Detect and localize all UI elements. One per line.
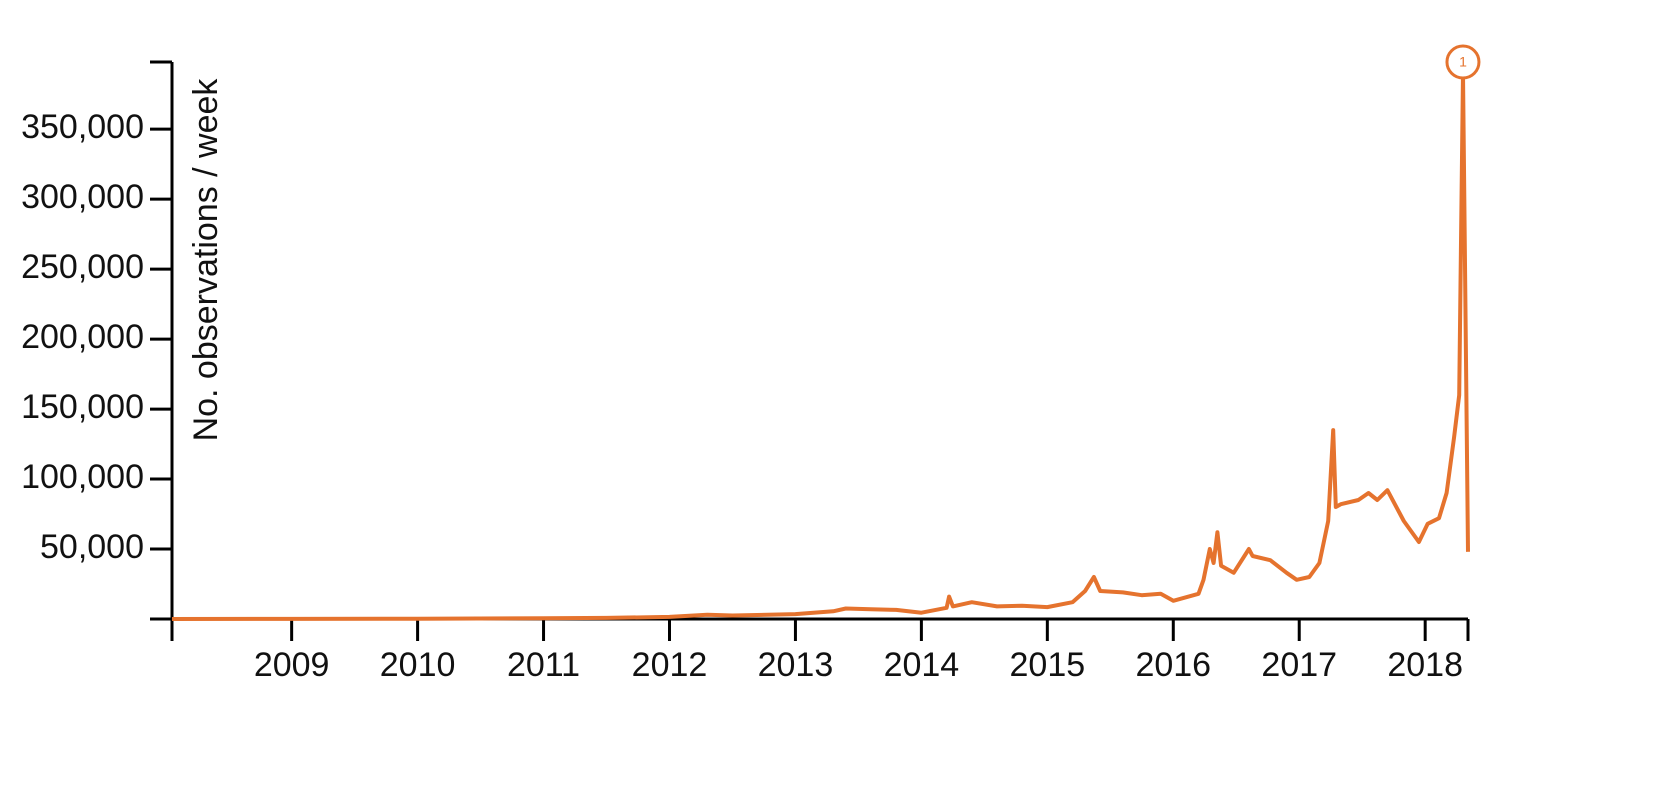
data-line xyxy=(171,71,1470,621)
x-tick-label: 2014 xyxy=(884,646,960,684)
y-tick-label: 200,000 xyxy=(21,318,144,356)
annotation-label: 1 xyxy=(1459,54,1467,70)
x-tick-label: 2009 xyxy=(254,646,330,684)
x-tick-label: 2012 xyxy=(632,646,708,684)
x-tick-label: 2018 xyxy=(1387,646,1463,684)
y-axis-label: No. observations / week xyxy=(187,78,225,442)
y-tick-label: 150,000 xyxy=(21,388,144,426)
x-tick-label: 2010 xyxy=(380,646,456,684)
x-tick-label: 2013 xyxy=(758,646,834,684)
y-tick-label: 250,000 xyxy=(21,248,144,286)
x-tick-label: 2015 xyxy=(1010,646,1086,684)
y-tick-label: 100,000 xyxy=(21,458,144,496)
y-tick-label: 350,000 xyxy=(21,108,144,146)
x-tick-label: 2016 xyxy=(1135,646,1211,684)
x-tick-label: 2011 xyxy=(507,646,580,684)
x-tick-label: 2017 xyxy=(1261,646,1337,684)
annotation-marker xyxy=(1445,44,1481,80)
y-tick-label: 50,000 xyxy=(40,528,144,566)
y-tick-label: 300,000 xyxy=(21,178,144,216)
